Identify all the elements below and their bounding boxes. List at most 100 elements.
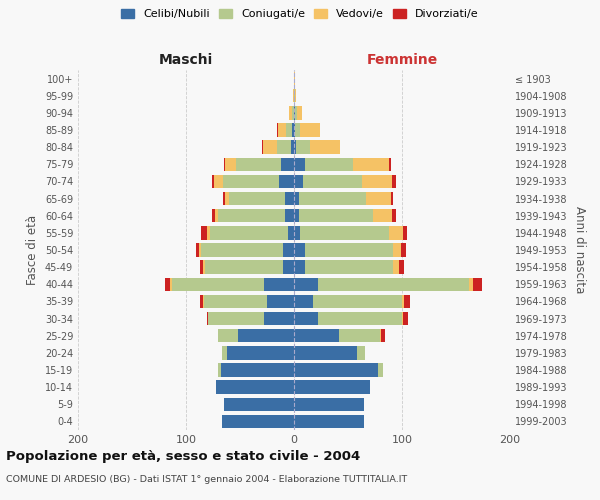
Bar [389,158,391,171]
Bar [283,244,294,256]
Legend: Celibi/Nubili, Coniugati/e, Vedovi/e, Divorziati/e: Celibi/Nubili, Coniugati/e, Vedovi/e, Di… [118,6,482,22]
Bar [389,226,403,239]
Bar [313,294,402,308]
Bar [206,226,210,239]
Bar [373,209,392,222]
Bar [223,174,279,188]
Bar [401,244,406,256]
Bar [170,278,172,291]
Bar [473,278,482,291]
Bar [399,260,404,274]
Bar [391,192,394,205]
Bar [218,329,238,342]
Bar [218,364,221,376]
Bar [294,158,305,171]
Bar [362,174,392,188]
Bar [402,312,403,326]
Bar [283,260,294,274]
Bar [296,140,310,154]
Bar [286,209,294,222]
Bar [263,140,277,154]
Bar [394,260,399,274]
Bar [294,346,356,360]
Bar [305,244,394,256]
Bar [305,260,394,274]
Bar [301,124,320,136]
Bar [206,312,208,326]
Bar [294,226,301,239]
Bar [279,174,294,188]
Bar [294,260,305,274]
Bar [318,312,402,326]
Bar [264,312,294,326]
Bar [238,329,294,342]
Bar [295,124,301,136]
Bar [305,158,353,171]
Bar [294,106,295,120]
Text: Maschi: Maschi [159,52,213,66]
Bar [229,192,286,205]
Bar [286,192,294,205]
Bar [200,294,203,308]
Bar [227,346,294,360]
Bar [394,244,401,256]
Bar [295,106,297,120]
Bar [297,106,302,120]
Bar [301,226,389,239]
Bar [166,278,170,291]
Bar [224,398,294,411]
Bar [224,158,225,171]
Bar [205,294,267,308]
Bar [286,124,292,136]
Bar [196,244,199,256]
Bar [294,124,295,136]
Bar [201,244,283,256]
Bar [294,380,370,394]
Y-axis label: Anni di nascita: Anni di nascita [573,206,586,294]
Bar [294,192,299,205]
Bar [294,329,340,342]
Bar [264,278,294,291]
Bar [216,380,294,394]
Bar [294,398,364,411]
Bar [295,89,296,102]
Bar [203,260,205,274]
Bar [221,346,227,360]
Bar [294,209,299,222]
Bar [225,192,229,205]
Bar [212,174,214,188]
Bar [294,364,378,376]
Bar [402,294,404,308]
Bar [382,329,385,342]
Bar [404,294,410,308]
Bar [200,260,203,274]
Bar [294,244,305,256]
Bar [262,140,263,154]
Bar [293,89,294,102]
Bar [214,174,223,188]
Bar [277,140,291,154]
Bar [294,294,313,308]
Bar [294,414,364,428]
Bar [392,174,395,188]
Bar [291,140,294,154]
Bar [292,106,294,120]
Bar [218,209,286,222]
Bar [302,174,362,188]
Bar [203,294,205,308]
Bar [378,364,383,376]
Text: Popolazione per età, sesso e stato civile - 2004: Popolazione per età, sesso e stato civil… [6,450,360,463]
Bar [294,312,318,326]
Bar [318,278,469,291]
Y-axis label: Fasce di età: Fasce di età [26,215,39,285]
Bar [294,140,296,154]
Bar [277,124,278,136]
Bar [289,106,292,120]
Bar [221,414,294,428]
Bar [236,158,281,171]
Bar [367,192,391,205]
Bar [278,124,286,136]
Bar [215,209,218,222]
Bar [356,346,365,360]
Bar [294,72,295,86]
